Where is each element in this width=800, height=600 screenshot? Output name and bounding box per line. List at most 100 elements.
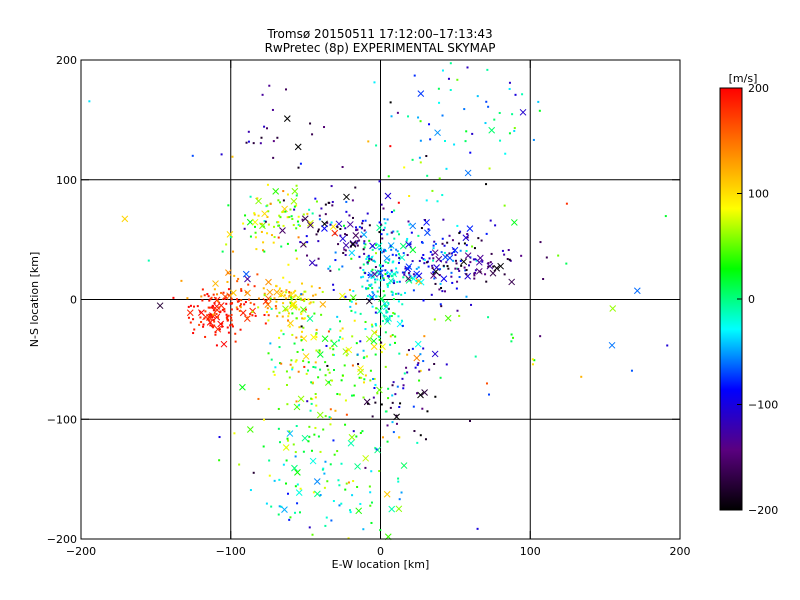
data-point-x: [417, 391, 424, 399]
data-point-dot: [225, 243, 228, 246]
data-point-dot: [213, 309, 216, 312]
data-point-dot: [438, 177, 441, 180]
data-point-dot: [284, 309, 287, 312]
data-point-x: [442, 253, 449, 261]
data-point-dot: [419, 120, 422, 123]
data-point-dot: [267, 314, 270, 317]
data-point-dot: [422, 258, 425, 261]
data-point-dot: [359, 235, 362, 238]
data-point-x: [421, 389, 428, 396]
data-point-dot: [286, 439, 289, 442]
data-point-dot: [212, 293, 215, 296]
data-point-dot: [366, 295, 369, 298]
data-point-dot: [476, 527, 479, 530]
data-point-dot: [285, 384, 288, 387]
data-point-x: [281, 506, 288, 513]
data-point-dot: [372, 377, 375, 380]
data-point-dot: [342, 224, 345, 227]
data-point-dot: [234, 340, 237, 343]
data-point-x: [370, 343, 378, 351]
data-point-dot: [290, 359, 293, 362]
data-point-dot: [351, 494, 354, 497]
data-point-dot: [433, 240, 436, 243]
data-point-dot: [481, 260, 484, 263]
data-point-dot: [433, 362, 436, 365]
data-point-x: [282, 305, 289, 313]
data-point-dot: [306, 254, 309, 257]
data-point-dot: [508, 81, 511, 84]
data-point-dot: [279, 216, 282, 219]
data-point-dot: [390, 275, 393, 278]
data-point-dot: [286, 193, 289, 196]
data-point-dot: [253, 285, 256, 288]
data-point-x: [347, 439, 355, 447]
data-point-dot: [367, 140, 370, 143]
data-point-dot: [220, 153, 223, 156]
data-point-dot: [261, 93, 264, 96]
data-point-dot: [254, 236, 257, 239]
data-point-dot: [401, 377, 404, 380]
data-point-dot: [187, 316, 190, 319]
data-point-dot: [352, 394, 355, 397]
data-point-dot: [260, 230, 263, 233]
data-point-dot: [432, 257, 435, 260]
data-point-dot: [371, 256, 374, 259]
data-point-dot: [230, 319, 233, 322]
data-point-dot: [344, 254, 347, 257]
data-point-dot: [374, 322, 377, 325]
data-point-dot: [336, 315, 339, 318]
data-point-x: [242, 270, 250, 278]
data-point-x: [338, 292, 346, 300]
data-point-x: [405, 276, 413, 284]
y-tick-label: 0: [70, 294, 77, 307]
data-point-dot: [363, 240, 366, 243]
data-point-dot: [253, 213, 256, 216]
y-axis-label: N-S location [km]: [28, 252, 41, 348]
data-point-x: [290, 300, 298, 308]
data-point-dot: [386, 218, 389, 221]
data-point-dot: [210, 296, 213, 299]
data-point-dot: [199, 316, 202, 319]
data-point-dot: [531, 358, 534, 361]
data-point-dot: [364, 243, 367, 246]
data-point-dot: [347, 481, 350, 484]
data-point-dot: [267, 210, 270, 213]
data-point-dot: [279, 201, 282, 204]
data-point-dot: [419, 434, 422, 437]
data-point-dot: [371, 295, 374, 298]
data-point-x: [355, 507, 363, 515]
data-point-dot: [386, 274, 389, 277]
data-point-dot: [393, 282, 396, 285]
data-point-dot: [312, 491, 315, 494]
data-point-dot: [295, 317, 298, 320]
y-tick-label: −100: [47, 413, 77, 426]
data-point-dot: [503, 204, 506, 207]
data-point-dot: [229, 324, 232, 327]
data-point-dot: [172, 296, 175, 299]
data-point-dot: [253, 212, 256, 215]
data-point-dot: [508, 132, 511, 135]
data-point-dot: [306, 212, 309, 215]
data-point-dot: [432, 259, 435, 262]
data-point-x: [360, 231, 368, 239]
data-point-dot: [412, 405, 415, 408]
data-point-dot: [362, 263, 365, 266]
data-point-dot: [332, 283, 335, 286]
data-point-x: [433, 264, 440, 271]
data-point-dot: [375, 307, 378, 310]
data-point-dot: [371, 268, 374, 271]
data-point-dot: [477, 237, 480, 240]
data-point-dot: [295, 227, 298, 230]
data-point-x: [306, 315, 314, 322]
data-point-x: [362, 454, 370, 462]
data-point-dot: [361, 219, 364, 222]
data-point-dot: [396, 281, 399, 284]
data-point-dot: [395, 414, 398, 417]
data-point-x: [302, 353, 310, 360]
colorbar-label: [m/s]: [729, 72, 758, 85]
data-point-dot: [218, 306, 221, 309]
data-point-dot: [277, 199, 280, 202]
data-point-dot: [318, 349, 321, 352]
data-point-dot: [368, 485, 371, 488]
data-point-x: [290, 197, 298, 205]
